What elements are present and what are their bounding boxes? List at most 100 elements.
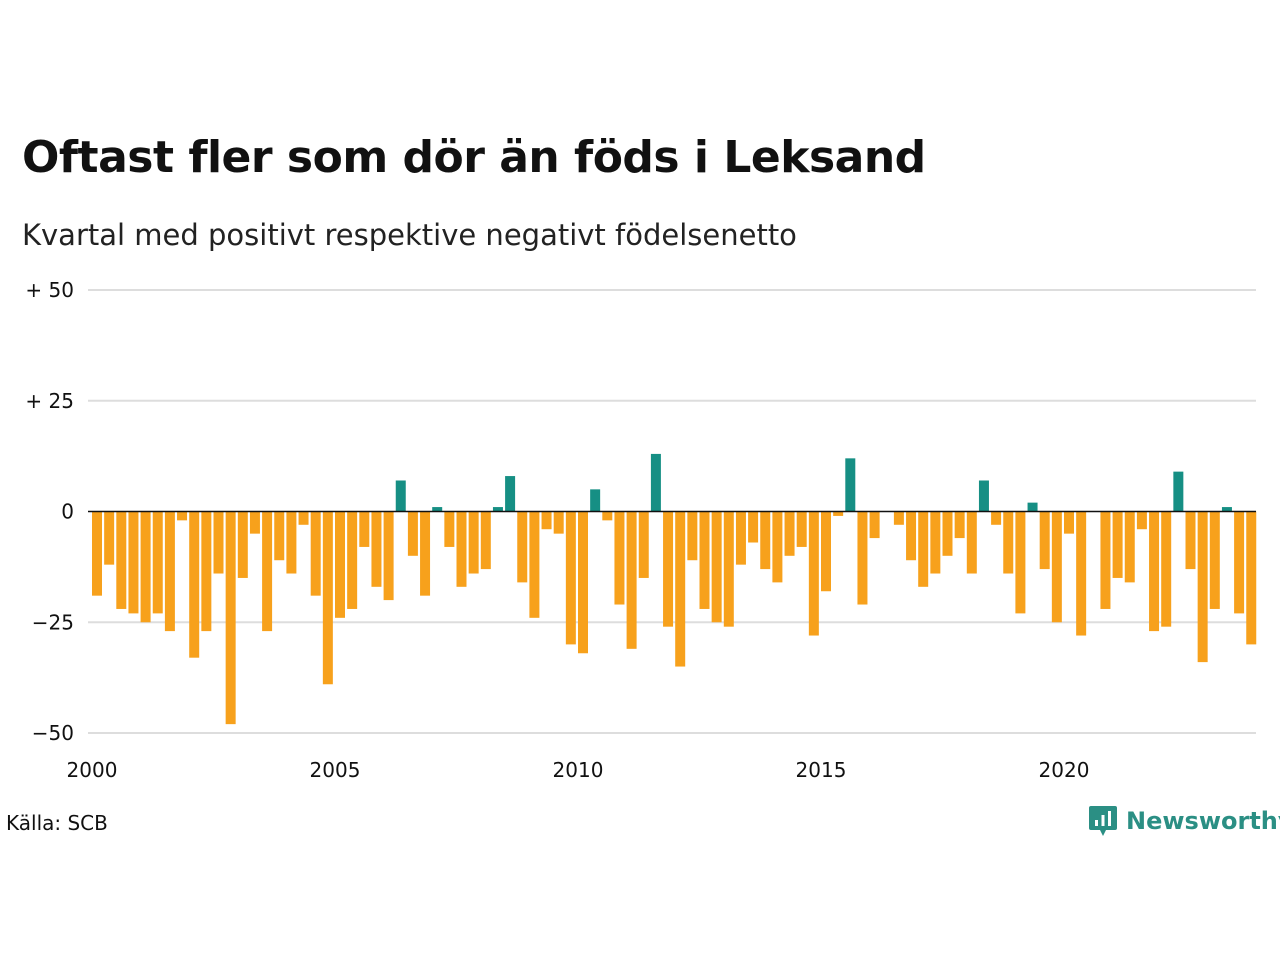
chart-title: Oftast fler som dör än föds i Leksand — [22, 132, 926, 183]
bar-negative — [444, 511, 455, 547]
bar-negative — [480, 511, 491, 570]
bar-negative — [468, 511, 479, 574]
bar-negative — [116, 511, 127, 609]
bar-negative — [262, 511, 273, 632]
bar-positive — [492, 507, 503, 512]
bar-positive — [978, 480, 989, 512]
bar-negative — [626, 511, 637, 649]
brand-name: Newsworthy — [1126, 807, 1280, 835]
bar-negative — [420, 511, 431, 596]
y-tick-label: −25 — [32, 610, 74, 634]
x-tick-label: 2020 — [1039, 758, 1090, 782]
bar-negative — [748, 511, 759, 543]
y-axis-labels: + 50 + 25 0 −25 −50 — [25, 278, 74, 745]
bar-positive — [1173, 471, 1184, 512]
bar-negative — [1234, 511, 1245, 614]
bar-negative — [893, 511, 904, 525]
bar-negative — [1112, 511, 1123, 578]
bar-negative — [784, 511, 795, 556]
source-note: Källa: SCB — [6, 811, 108, 835]
bar-negative — [565, 511, 576, 645]
bar-negative — [407, 511, 418, 556]
bar-negative — [553, 511, 564, 534]
bar-negative — [371, 511, 382, 587]
bar-positive — [650, 453, 661, 512]
bar-negative — [966, 511, 977, 574]
x-tick-label: 2000 — [67, 758, 118, 782]
y-tick-label: + 25 — [25, 389, 74, 413]
bar-negative — [942, 511, 953, 556]
bar-negative — [201, 511, 212, 632]
bar-negative — [541, 511, 552, 530]
bar-negative — [1051, 511, 1062, 623]
bar-negative — [578, 511, 588, 654]
bar-negative — [249, 511, 260, 534]
bar-negative — [857, 511, 868, 605]
bar-negative — [1246, 511, 1257, 645]
x-tick-label: 2010 — [553, 758, 604, 782]
bar-negative — [92, 511, 102, 596]
bar-negative — [1197, 511, 1208, 663]
bar-positive — [505, 476, 516, 512]
bar-negative — [237, 511, 248, 578]
bar-negative — [322, 511, 333, 685]
bar-negative — [906, 511, 917, 561]
bar-negative — [991, 511, 1002, 525]
bar-negative — [164, 511, 175, 632]
bar-negative — [1149, 511, 1160, 632]
bar-negative — [699, 511, 710, 609]
bar-negative — [274, 511, 285, 561]
bar-negative — [225, 511, 236, 725]
bar-negative — [383, 511, 394, 601]
x-axis-labels: 2000 2005 2010 2015 2020 — [67, 758, 1090, 782]
bar-negative — [918, 511, 929, 587]
bar-negative — [104, 511, 115, 565]
bar-negative — [347, 511, 358, 609]
bar-negative — [614, 511, 625, 605]
bar-negative — [189, 511, 200, 658]
bar-positive — [845, 458, 856, 512]
bar-positive — [395, 480, 406, 512]
bar-negative — [772, 511, 783, 583]
bar-negative — [1076, 511, 1087, 636]
y-tick-label: + 50 — [25, 278, 74, 302]
y-tick-label: −50 — [32, 721, 74, 745]
bar-negative — [1039, 511, 1050, 570]
bar-positive — [590, 489, 601, 512]
brand: Newsworthy — [1088, 804, 1280, 838]
bar-negative — [152, 511, 163, 614]
bar-negative — [711, 511, 722, 623]
bar-negative — [298, 511, 309, 525]
bar-negative — [675, 511, 686, 667]
bar-negative — [128, 511, 139, 614]
bar-negative — [286, 511, 297, 574]
x-tick-label: 2005 — [310, 758, 361, 782]
bar-negative — [869, 511, 880, 539]
bar-negative — [1015, 511, 1026, 614]
bar-negative — [760, 511, 771, 570]
bar-positive — [432, 507, 443, 512]
bar-negative — [821, 511, 831, 592]
newsworthy-logo-icon — [1089, 806, 1117, 836]
bar-negative — [213, 511, 224, 574]
bar-negative — [1161, 511, 1172, 627]
bar-negative — [1136, 511, 1147, 530]
bar-negative — [723, 511, 734, 627]
bar-positive — [1027, 502, 1038, 512]
bar-negative — [602, 511, 613, 521]
bar-negative — [1185, 511, 1196, 570]
bar-positive — [1221, 507, 1232, 512]
bar-negative — [1124, 511, 1135, 583]
bar-negative — [808, 511, 819, 636]
bar-negative — [335, 511, 345, 618]
bar-negative — [529, 511, 540, 618]
y-tick-label: 0 — [61, 500, 74, 524]
bar-negative — [796, 511, 807, 547]
bar-negative — [517, 511, 528, 583]
bar-negative — [177, 511, 188, 521]
bar-negative — [359, 511, 370, 547]
bar-negative — [1003, 511, 1014, 574]
bars — [92, 453, 1257, 725]
bar-negative — [140, 511, 151, 623]
